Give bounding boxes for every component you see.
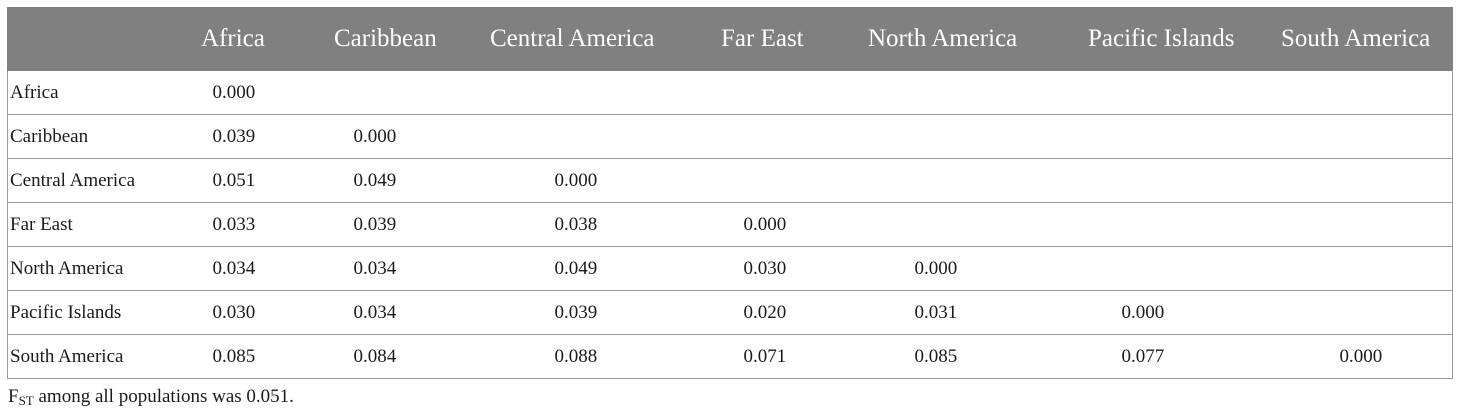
table-cell: 0.085 bbox=[200, 334, 321, 379]
table-body: Africa 0.000 Caribbean 0.039 0.000 Central Am… bbox=[7, 70, 1453, 379]
table-cell: 0.049 bbox=[320, 158, 482, 203]
footnote-text: among all populations was 0.051. bbox=[33, 386, 294, 407]
row-label: Central America bbox=[7, 158, 201, 203]
footnote-subscript: ST bbox=[18, 393, 34, 408]
table-cell: 0.000 bbox=[320, 114, 482, 159]
table-cell: 0.071 bbox=[712, 334, 854, 379]
table-cell: 0.030 bbox=[712, 246, 854, 291]
table-cell: 0.039 bbox=[200, 114, 321, 159]
table-cell: 0.030 bbox=[200, 290, 321, 335]
table-row: Far East 0.033 0.039 0.038 0.000 bbox=[7, 202, 1453, 247]
table-row: North America 0.034 0.034 0.049 0.030 0.000 bbox=[7, 246, 1453, 291]
table-cell bbox=[853, 114, 1068, 159]
header-central-america: Central America bbox=[481, 7, 713, 71]
table-cell: 0.088 bbox=[481, 334, 713, 379]
header-africa: Africa bbox=[200, 7, 321, 71]
table-cell: 0.085 bbox=[853, 334, 1068, 379]
table-cell: 0.031 bbox=[853, 290, 1068, 335]
table-cell bbox=[1274, 70, 1453, 115]
row-label: Far East bbox=[7, 202, 201, 247]
row-label: Caribbean bbox=[7, 114, 201, 159]
table-cell: 0.000 bbox=[712, 202, 854, 247]
table-cell: 0.039 bbox=[320, 202, 482, 247]
table-cell bbox=[1067, 246, 1275, 291]
row-label: North America bbox=[7, 246, 201, 291]
row-label: Africa bbox=[7, 70, 201, 115]
table-row: Pacific Islands 0.030 0.034 0.039 0.020 0.031… bbox=[7, 290, 1453, 335]
table-cell bbox=[853, 202, 1068, 247]
table-row: Africa 0.000 bbox=[7, 70, 1453, 115]
table-header: Africa Caribbean Central America Far Eas… bbox=[7, 7, 1453, 71]
header-corner bbox=[7, 7, 201, 71]
table-cell: 0.000 bbox=[1067, 290, 1275, 335]
table-footnote: FST among all populations was 0.051. bbox=[8, 386, 294, 409]
table-cell bbox=[1067, 158, 1275, 203]
table-cell: 0.020 bbox=[712, 290, 854, 335]
table-cell: 0.000 bbox=[853, 246, 1068, 291]
table-cell: 0.049 bbox=[481, 246, 713, 291]
table-cell bbox=[481, 70, 713, 115]
table-cell bbox=[1067, 70, 1275, 115]
table-cell: 0.000 bbox=[200, 70, 321, 115]
table-cell bbox=[853, 158, 1068, 203]
header-south-america: South America bbox=[1274, 7, 1453, 71]
table-cell bbox=[1274, 290, 1453, 335]
table-cell bbox=[1274, 246, 1453, 291]
row-label: South America bbox=[7, 334, 201, 379]
header-caribbean: Caribbean bbox=[320, 7, 482, 71]
table-cell: 0.034 bbox=[200, 246, 321, 291]
table-cell: 0.039 bbox=[481, 290, 713, 335]
header-row: Africa Caribbean Central America Far Eas… bbox=[7, 7, 1453, 71]
table-cell bbox=[1274, 114, 1453, 159]
table-cell: 0.034 bbox=[320, 246, 482, 291]
table-cell bbox=[1274, 202, 1453, 247]
table-cell bbox=[1067, 202, 1275, 247]
row-label: Pacific Islands bbox=[7, 290, 201, 335]
table-cell bbox=[1067, 114, 1275, 159]
table-cell bbox=[853, 70, 1068, 115]
table-cell bbox=[712, 114, 854, 159]
fst-pairwise-table: Africa Caribbean Central America Far Eas… bbox=[7, 7, 1453, 379]
table-cell: 0.033 bbox=[200, 202, 321, 247]
header-far-east: Far East bbox=[712, 7, 854, 71]
header-north-america: North America bbox=[853, 7, 1068, 71]
table-cell bbox=[712, 158, 854, 203]
table-cell: 0.051 bbox=[200, 158, 321, 203]
table-row: Central America 0.051 0.049 0.000 bbox=[7, 158, 1453, 203]
table-cell bbox=[1274, 158, 1453, 203]
table-row: Caribbean 0.039 0.000 bbox=[7, 114, 1453, 159]
table-cell bbox=[320, 70, 482, 115]
table-cell bbox=[481, 114, 713, 159]
table-cell: 0.038 bbox=[481, 202, 713, 247]
table-cell: 0.000 bbox=[481, 158, 713, 203]
table-cell: 0.084 bbox=[320, 334, 482, 379]
header-pacific-islands: Pacific Islands bbox=[1067, 7, 1275, 71]
table-cell: 0.034 bbox=[320, 290, 482, 335]
footnote-symbol: F bbox=[8, 386, 19, 407]
table-row: South America 0.085 0.084 0.088 0.071 0.085 0.… bbox=[7, 334, 1453, 379]
table-cell: 0.077 bbox=[1067, 334, 1275, 379]
table-cell bbox=[712, 70, 854, 115]
table-cell: 0.000 bbox=[1274, 334, 1453, 379]
